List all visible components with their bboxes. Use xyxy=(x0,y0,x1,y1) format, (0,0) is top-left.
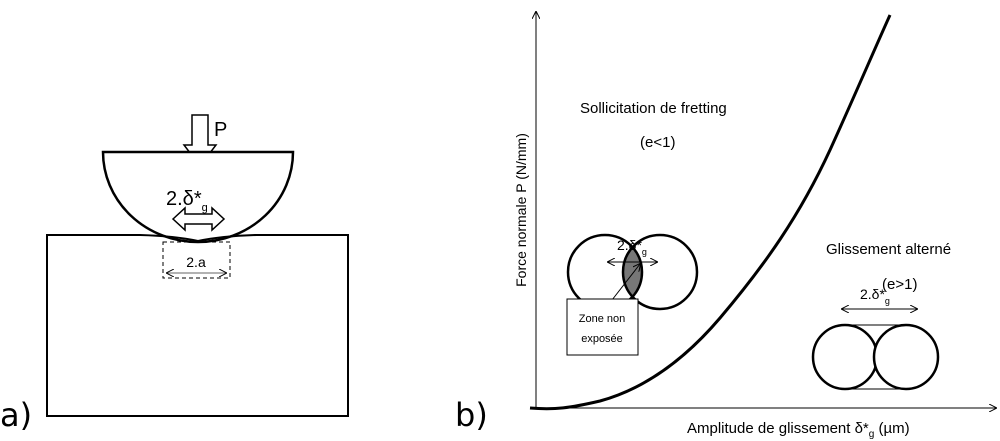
slip-label: 2.δ*g xyxy=(860,286,890,306)
indenter xyxy=(101,150,295,244)
figure-a: P 2.δ*g 2.a a) xyxy=(0,114,349,434)
circle xyxy=(621,233,699,311)
slip-arrow xyxy=(171,206,226,232)
sliding-condition: (e>1) xyxy=(882,276,917,293)
substrate xyxy=(46,234,349,417)
x-axis-label: Amplitude de glissement δ*g (µm) xyxy=(687,420,910,440)
panel-label: b) xyxy=(455,396,488,434)
contact-label: 2.a xyxy=(186,254,206,270)
contact-zone xyxy=(162,241,231,279)
y-axis-label: Force normale P (N/mm) xyxy=(513,133,529,287)
sliding-title: Glissement alterné xyxy=(826,241,951,258)
figure-b: Force normale P (N/mm) Amplitude de glis… xyxy=(455,12,996,440)
overlap xyxy=(623,247,642,297)
slip-label: 2.δ*g xyxy=(617,237,647,257)
panel-label: a) xyxy=(0,396,32,434)
slip-label: 2.δ*g xyxy=(166,188,208,214)
boundary-curve xyxy=(529,14,892,411)
pointer xyxy=(611,264,640,301)
note: Zone non xyxy=(579,313,625,325)
note: exposée xyxy=(581,333,623,345)
note-box xyxy=(566,298,639,356)
fretting-condition: (e<1) xyxy=(640,134,675,151)
circle xyxy=(872,323,940,391)
load-label: P xyxy=(214,119,227,141)
circle xyxy=(811,323,879,391)
fretting-title: Sollicitation de fretting xyxy=(580,100,727,117)
